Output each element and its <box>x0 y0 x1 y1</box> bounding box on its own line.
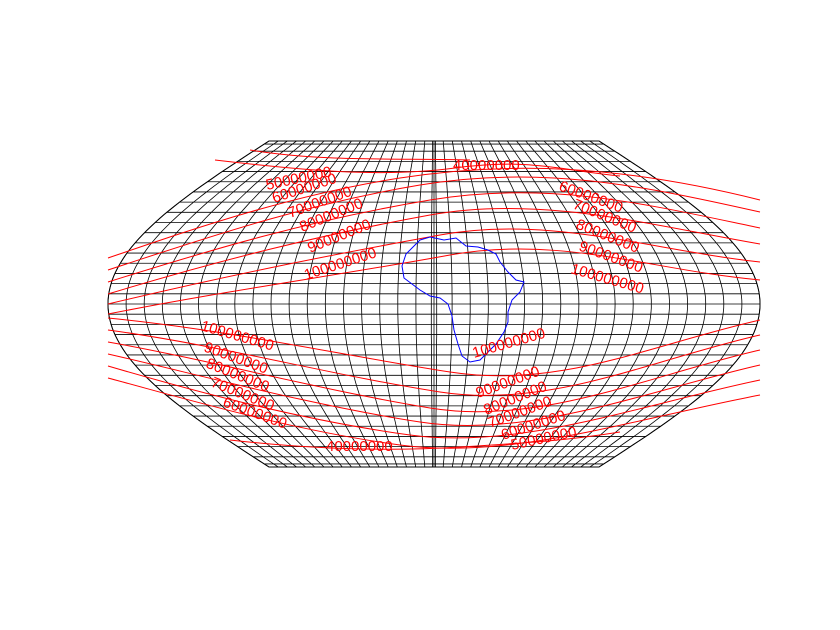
graticule-meridian <box>479 140 526 468</box>
graticule-meridian <box>580 140 725 468</box>
contour-label-ne-1: 40000000 <box>453 157 520 174</box>
graticule-meridian <box>543 140 652 468</box>
contour-line <box>107 341 761 413</box>
contour-line <box>107 192 761 283</box>
contour-line <box>107 207 761 295</box>
contour-line <box>107 329 761 396</box>
contour-line <box>107 317 761 377</box>
graticule-meridian <box>516 140 598 468</box>
graticule-meridian <box>379 140 407 468</box>
graticule-meridian <box>216 140 325 468</box>
graticule-layer <box>107 140 761 468</box>
contour-line <box>249 149 471 161</box>
contour-line <box>107 365 761 439</box>
contour-layer <box>107 149 761 450</box>
graticule-meridian <box>506 140 580 468</box>
graticule-meridian <box>143 140 288 468</box>
graticule-meridian <box>470 140 507 468</box>
graticule-central-meridian <box>430 141 433 467</box>
graticule-central-meridian <box>435 141 438 467</box>
africa-coastline <box>401 236 525 363</box>
graticule-meridian <box>361 140 398 468</box>
graticule-meridian <box>306 140 371 468</box>
graticule-meridian <box>415 140 426 468</box>
map-boundary <box>107 140 761 468</box>
graticule-meridian <box>497 140 562 468</box>
graticule-meridian <box>488 140 544 468</box>
graticule-meridian <box>252 140 343 468</box>
graticule-meridian <box>534 140 634 468</box>
graticule-meridian <box>288 140 362 468</box>
contour-line <box>107 353 761 426</box>
graticule-meridian <box>589 140 743 468</box>
contour-line <box>214 159 621 177</box>
graticule-meridian <box>234 140 334 468</box>
contour-line <box>229 431 621 450</box>
graticule-meridian <box>461 140 489 468</box>
contour-line <box>107 176 761 271</box>
contour-line <box>107 248 761 315</box>
contour-line <box>107 377 761 449</box>
graticule-meridian <box>125 140 279 468</box>
graticule-meridian <box>198 140 316 468</box>
contour-label-sw-6: 40000000 <box>326 438 393 455</box>
contour-line <box>107 228 761 305</box>
graticule-meridian <box>571 140 707 468</box>
graticule-meridian <box>179 140 306 468</box>
africa-outline <box>401 236 525 363</box>
graticule-meridian <box>552 140 670 468</box>
graticule-meridian <box>324 140 380 468</box>
graticule-meridian <box>442 140 453 468</box>
contour-line <box>107 167 761 259</box>
graticule-meridian <box>397 140 417 468</box>
